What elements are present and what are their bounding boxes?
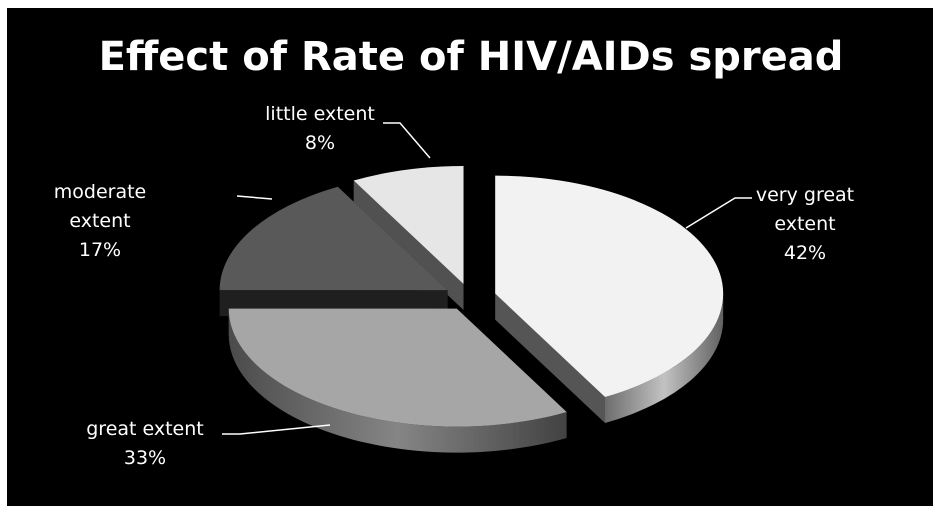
label-very-great-extent: very great extent 42% xyxy=(735,181,875,268)
chart-title: Effect of Rate of HIV/AIDs spread xyxy=(98,34,844,80)
pie-slice-top-very-great-extent xyxy=(495,175,724,398)
leader-moderate-extent xyxy=(236,195,273,200)
label-little-extent-line1: little extent xyxy=(265,103,375,125)
leader-very-great-extent xyxy=(685,197,752,229)
pie-slice-very-great-extent xyxy=(495,175,724,424)
label-very-great-extent-line2: extent xyxy=(774,213,836,235)
pie-slice-cut-face xyxy=(353,180,464,310)
label-great-extent-line1: great extent xyxy=(86,418,204,440)
label-very-great-extent-pct: 42% xyxy=(783,242,827,264)
label-little-extent: little extent 8% xyxy=(245,100,395,158)
pie-slice-great-extent xyxy=(228,308,567,453)
label-great-extent-pct: 33% xyxy=(123,447,167,469)
pie-slice-side-wall xyxy=(228,308,567,453)
pie-slice-top-great-extent xyxy=(228,308,567,427)
label-moderate-extent-pct: 17% xyxy=(78,239,122,261)
pie-slice-side-wall xyxy=(605,293,724,424)
label-very-great-extent-line1: very great xyxy=(755,184,855,206)
pie-slice-little-extent xyxy=(353,165,464,310)
label-moderate-extent: moderate extent 17% xyxy=(30,178,170,265)
label-moderate-extent-line1: moderate xyxy=(53,181,147,203)
label-little-extent-pct: 8% xyxy=(304,132,336,154)
pie-slice-top-moderate-extent xyxy=(219,186,448,291)
label-great-extent: great extent 33% xyxy=(70,415,220,473)
pie-slice-cut-face xyxy=(495,293,606,424)
label-moderate-extent-line2: extent xyxy=(69,210,131,232)
pie-slice-top-little-extent xyxy=(353,165,464,284)
leader-great-extent xyxy=(222,424,331,435)
leader-little-extent xyxy=(383,122,431,159)
